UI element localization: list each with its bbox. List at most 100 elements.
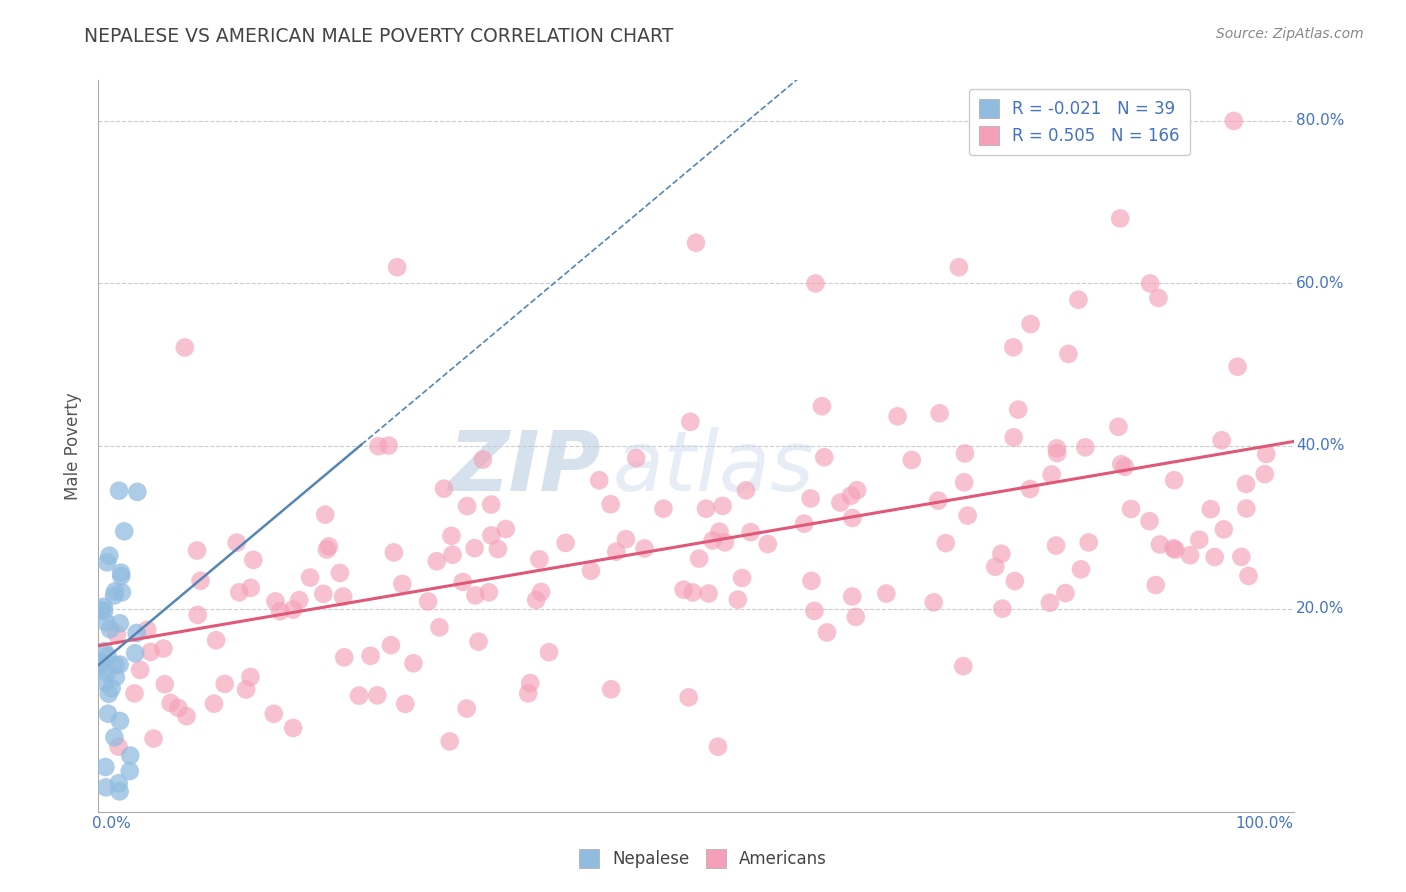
Point [1046, 446, 1069, 460]
Point [394, 697, 416, 711]
Point [984, 559, 1007, 574]
Point [167, 701, 190, 715]
Point [813, 450, 835, 465]
Point [464, 541, 486, 555]
Point [707, 739, 730, 754]
Point [418, 594, 440, 608]
Point [679, 415, 702, 429]
Point [529, 552, 551, 566]
Point [242, 553, 264, 567]
Point [605, 544, 627, 558]
Point [205, 633, 228, 648]
Point [652, 501, 675, 516]
Point [127, 484, 149, 499]
Point [456, 701, 478, 715]
Point [104, 670, 127, 684]
Point [697, 586, 720, 600]
Point [900, 453, 922, 467]
Point [626, 451, 648, 466]
Text: 80.0%: 80.0% [1296, 113, 1344, 128]
Point [1256, 447, 1278, 461]
Point [517, 686, 540, 700]
Point [524, 593, 547, 607]
Point [1067, 293, 1090, 307]
Point [800, 574, 823, 588]
Text: ZIP: ZIP [447, 427, 600, 508]
Point [118, 764, 141, 778]
Point [953, 446, 976, 460]
Point [347, 689, 370, 703]
Legend: R = -0.021   N = 39, R = 0.505   N = 166: R = -0.021 N = 39, R = 0.505 N = 166 [969, 88, 1189, 155]
Point [1234, 477, 1257, 491]
Point [440, 529, 463, 543]
Point [186, 543, 208, 558]
Point [281, 721, 304, 735]
Point [1211, 434, 1233, 448]
Point [173, 341, 195, 355]
Point [318, 540, 340, 554]
Point [830, 495, 852, 509]
Point [727, 592, 749, 607]
Point [633, 541, 655, 556]
Point [107, 776, 129, 790]
Point [108, 714, 131, 728]
Point [264, 594, 287, 608]
Point [1046, 442, 1069, 456]
Point [600, 682, 623, 697]
Point [711, 499, 734, 513]
Point [471, 452, 494, 467]
Text: atlas: atlas [613, 427, 814, 508]
Point [1119, 502, 1142, 516]
Point [1254, 467, 1277, 482]
Point [451, 574, 474, 589]
Point [94, 615, 117, 629]
Point [1199, 502, 1222, 516]
Point [433, 482, 456, 496]
Point [1139, 277, 1161, 291]
Point [486, 542, 509, 557]
Point [1002, 340, 1025, 354]
Point [202, 697, 225, 711]
Point [382, 545, 405, 559]
Point [97, 687, 120, 701]
Point [94, 760, 117, 774]
Point [815, 625, 838, 640]
Point [104, 658, 127, 673]
Point [519, 676, 541, 690]
Point [96, 555, 118, 569]
Point [935, 536, 957, 550]
Point [263, 706, 285, 721]
Point [329, 566, 352, 580]
Point [312, 587, 335, 601]
Point [1139, 514, 1161, 528]
Point [385, 260, 409, 275]
Point [1237, 569, 1260, 583]
Point [1144, 578, 1167, 592]
Point [89, 659, 111, 673]
Point [239, 581, 262, 595]
Point [1164, 542, 1187, 557]
Point [239, 670, 262, 684]
Point [1109, 211, 1132, 226]
Text: 20.0%: 20.0% [1296, 601, 1344, 616]
Point [139, 645, 162, 659]
Point [269, 604, 291, 618]
Point [93, 644, 115, 658]
Point [125, 626, 148, 640]
Point [495, 522, 517, 536]
Point [803, 604, 825, 618]
Point [1019, 317, 1042, 331]
Point [1226, 359, 1249, 374]
Point [804, 277, 827, 291]
Point [1007, 402, 1029, 417]
Point [235, 682, 257, 697]
Point [682, 585, 704, 599]
Point [426, 554, 449, 568]
Point [952, 659, 974, 673]
Point [107, 739, 129, 754]
Point [1163, 541, 1185, 556]
Point [678, 690, 700, 705]
Point [464, 589, 486, 603]
Point [841, 590, 863, 604]
Point [688, 551, 710, 566]
